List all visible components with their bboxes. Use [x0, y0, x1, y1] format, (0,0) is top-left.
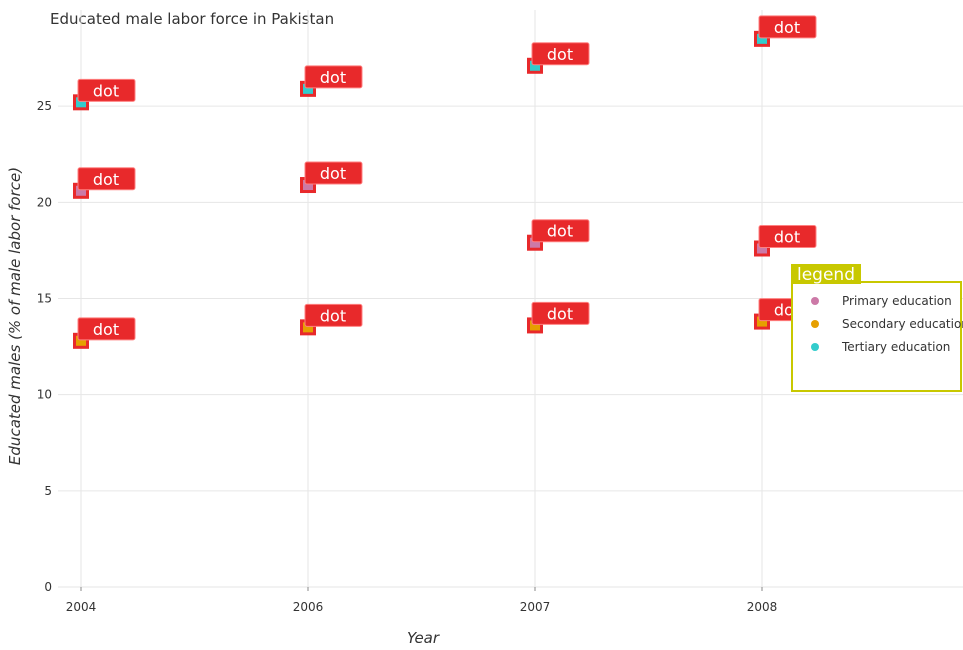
- point-label: dot: [93, 170, 119, 189]
- x-tick-label: 2004: [66, 600, 97, 614]
- data-point: [530, 60, 540, 71]
- point-label-box: [77, 317, 136, 341]
- axes: 0 5 10 15 20 25 2004 2006 2007 2008: [37, 99, 778, 614]
- legend-label: Secondary education: [842, 317, 963, 331]
- x-axis-title: Year: [407, 629, 440, 647]
- point-label-box: [531, 301, 590, 325]
- data-point: [530, 237, 540, 248]
- chart-title: Educated male labor force in Pakistan: [50, 10, 334, 28]
- data-point: [757, 33, 767, 44]
- data-point: [757, 243, 767, 254]
- point-label: dot: [320, 164, 346, 183]
- grid: [58, 10, 963, 588]
- y-tick-label: 25: [37, 99, 52, 113]
- point-label-box: [304, 65, 363, 89]
- y-tick-label: 10: [37, 388, 52, 402]
- legend-swatch: [811, 320, 819, 328]
- data-point: [76, 185, 86, 196]
- point-label: dot: [320, 306, 346, 325]
- point-label-box: [531, 219, 590, 243]
- point-label: dot: [547, 304, 573, 323]
- data-point: [303, 180, 313, 191]
- legend-label: Primary education: [842, 294, 952, 308]
- legend-box: [791, 281, 962, 392]
- point-label-box: [758, 224, 817, 248]
- point-label-box: [304, 161, 363, 185]
- y-tick-label: 15: [37, 292, 52, 306]
- point-label: dot: [320, 68, 346, 87]
- data-point: [76, 335, 86, 346]
- point-label: dot: [774, 227, 800, 246]
- point-label-box: [531, 42, 590, 66]
- x-tick-label: 2008: [747, 600, 778, 614]
- data-point: [76, 97, 86, 108]
- legend-title-bg: [791, 264, 861, 284]
- legend-title: legend: [797, 265, 855, 285]
- point-label: dot: [547, 45, 573, 64]
- legend-swatch: [811, 297, 819, 305]
- point-label-box: [304, 303, 363, 327]
- point-label-box: [77, 78, 136, 102]
- y-tick-label: 20: [37, 195, 52, 209]
- point-label: dot: [547, 222, 573, 241]
- y-axis-title: Educated males (% of male labor force): [6, 167, 24, 465]
- legend: legend Primary education Secondary educati…: [791, 264, 963, 392]
- point-label: dot: [93, 320, 119, 339]
- y-tick-label: 0: [44, 580, 52, 594]
- legend-swatch: [811, 343, 819, 351]
- data-point: [530, 320, 540, 331]
- legend-label: Tertiary education: [841, 340, 950, 354]
- data-point: [303, 83, 313, 94]
- data-points: [73, 30, 770, 349]
- x-tick-label: 2007: [520, 600, 551, 614]
- point-label: dot: [774, 18, 800, 37]
- x-tick-label: 2006: [293, 600, 324, 614]
- data-point: [303, 322, 313, 333]
- point-label-box: [77, 167, 136, 191]
- y-tick-label: 5: [44, 484, 52, 498]
- point-label: dot: [93, 81, 119, 100]
- point-label-box: [758, 15, 817, 39]
- data-point: [757, 316, 767, 327]
